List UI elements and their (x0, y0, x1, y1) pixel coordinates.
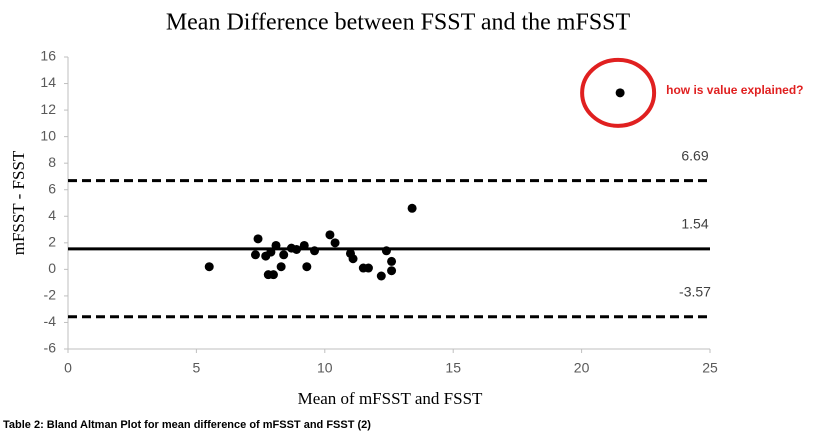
x-tick-label: 25 (702, 360, 718, 376)
y-axis-title: mFSST - FSST (9, 150, 28, 255)
annotation-circle (580, 57, 657, 128)
x-tick-label: 20 (574, 360, 590, 376)
y-tick-label: 6 (48, 180, 56, 196)
point (279, 250, 289, 260)
x-axis-title: Mean of mFSST and FSST (298, 389, 483, 408)
y-tick-label: 10 (40, 127, 56, 143)
point (250, 250, 260, 260)
point (292, 244, 302, 254)
point (348, 254, 358, 264)
y-tick-label: -2 (44, 287, 57, 303)
x-tick-label: 0 (64, 360, 72, 376)
annotation: how is value explained? (666, 83, 803, 97)
point (310, 246, 320, 256)
point (204, 262, 214, 272)
point (271, 240, 281, 250)
y-tick-label: 14 (40, 74, 56, 90)
point (387, 256, 397, 266)
chart-title: Mean Difference between FSST and the mFS… (166, 10, 631, 36)
point (407, 203, 417, 213)
point (363, 263, 373, 273)
y-tick-label: -4 (44, 313, 57, 329)
point (266, 247, 276, 257)
point (268, 270, 278, 280)
point (376, 271, 386, 281)
point (302, 262, 312, 272)
point (330, 238, 340, 248)
y-tick-label: 16 (40, 48, 56, 64)
point (276, 262, 286, 272)
point (387, 266, 397, 276)
y-tick-label: 8 (48, 154, 56, 170)
x-tick-label: 5 (193, 360, 201, 376)
y-tick-label: 2 (48, 234, 56, 250)
point (299, 240, 309, 250)
y-tick-label: 4 (48, 207, 56, 223)
x-tick-label: 15 (445, 360, 461, 376)
y-tick-label: 0 (48, 260, 56, 276)
line-label: 1.54 (681, 216, 708, 232)
y-tick-label: -6 (44, 340, 57, 356)
point (381, 246, 391, 256)
x-tick-label: 10 (317, 360, 333, 376)
line-label: 6.69 (681, 147, 708, 163)
line-label: -3.57 (679, 283, 711, 299)
point (325, 230, 335, 240)
caption: Table 2: Bland Altman Plot for mean diff… (3, 419, 371, 431)
y-tick-label: 12 (40, 101, 56, 117)
point (253, 234, 263, 244)
point (615, 88, 625, 98)
